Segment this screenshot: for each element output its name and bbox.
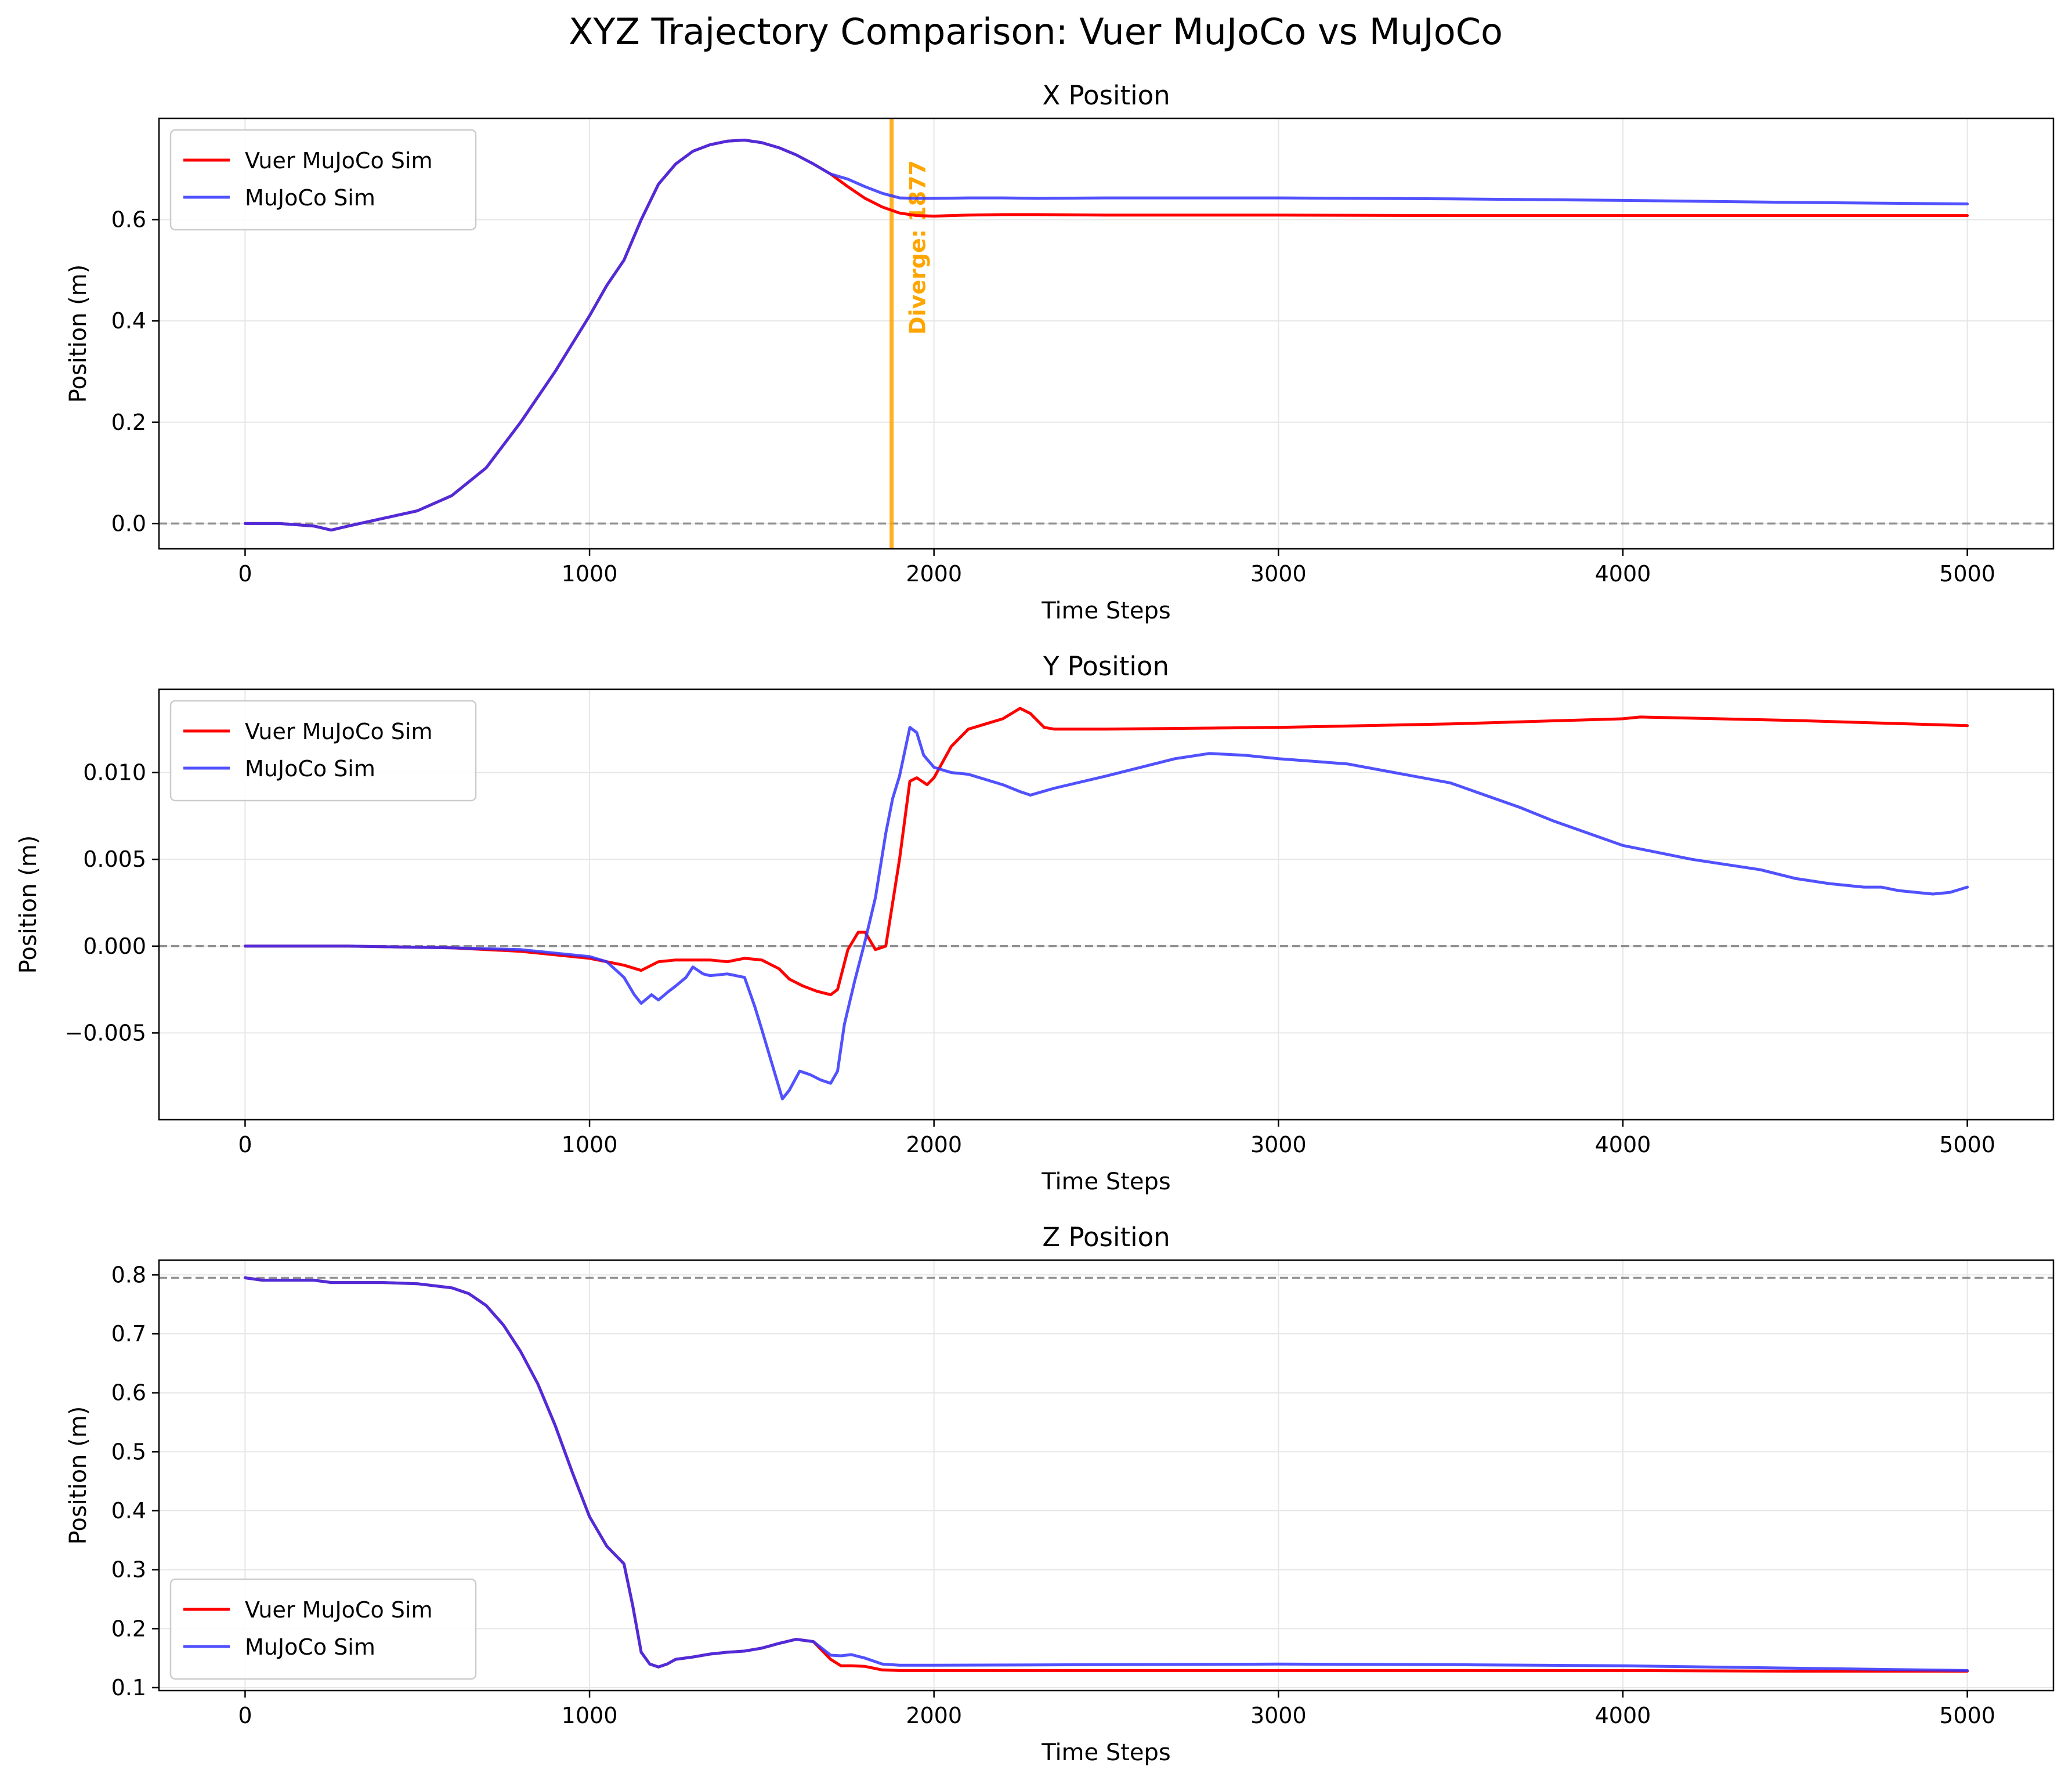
legend-entry: MuJoCo Sim (245, 1634, 375, 1660)
legend-entry: Vuer MuJoCo Sim (245, 1597, 432, 1623)
series-line-vuer-mujoco-sim (243, 707, 1969, 997)
diverge-label: Diverge: 1877 (905, 160, 931, 335)
chart-panel-2: 0 1000 2000 3000 4000 5000 0.1 0.2 0.3 0.4 0.5 0.6 0… (65, 1222, 2055, 1766)
legend: Vuer MuJoCo Sim MuJoCo Sim (169, 700, 477, 802)
x-tick-label: 0 (238, 561, 252, 587)
figure-title: XYZ Trajectory Comparison: Vuer MuJoCo v… (569, 10, 1503, 53)
x-tick-label: 1000 (562, 1703, 618, 1728)
x-tick-label: 1000 (562, 561, 618, 587)
y-axis-label: Position (m) (65, 1406, 92, 1545)
x-tick-label: 4000 (1595, 561, 1651, 587)
legend: Vuer MuJoCo Sim MuJoCo Sim (169, 1578, 477, 1680)
y-tick-label: 0.2 (111, 1616, 146, 1641)
chart-title: Z Position (1042, 1222, 1170, 1253)
x-tick-label: 3000 (1250, 1132, 1307, 1157)
x-tick-label: 2000 (906, 1132, 962, 1157)
x-axis-label: Time Steps (1041, 598, 1171, 624)
legend-box (169, 700, 477, 802)
legend-entry: Vuer MuJoCo Sim (245, 148, 432, 173)
x-tick-label: 4000 (1595, 1132, 1651, 1157)
legend-entry: Vuer MuJoCo Sim (245, 719, 432, 744)
y-tick-label: −0.005 (64, 1020, 146, 1045)
y-tick-label: 0.4 (111, 1498, 146, 1524)
charts-container: Diverge: 1877 0 1000 2000 3000 4000 5000 0.0 0.2… (15, 80, 2055, 1766)
chart-panel-1: 0 1000 2000 3000 4000 5000 −0.005 0.000 0.005 0.0… (15, 651, 2055, 1195)
x-tick-label: 2000 (906, 561, 962, 587)
y-tick-label: 0.005 (83, 846, 146, 872)
x-axis-label: Time Steps (1041, 1739, 1171, 1766)
series-line-mujoco-sim (243, 726, 1969, 1101)
legend-entry: MuJoCo Sim (245, 185, 375, 211)
x-tick-label: 0 (238, 1132, 252, 1157)
x-tick-label: 4000 (1595, 1703, 1651, 1728)
series-line-mujoco-sim (243, 139, 1969, 532)
y-tick-label: 0.8 (111, 1262, 146, 1287)
x-tick-label: 5000 (1939, 1703, 1995, 1728)
chart-title: Y Position (1043, 651, 1169, 682)
x-axis-label: Time Steps (1041, 1168, 1171, 1195)
y-tick-label: 0.6 (111, 207, 146, 233)
axes-frame (158, 688, 2055, 1121)
y-axis-label: Position (m) (15, 835, 42, 974)
x-tick-label: 5000 (1939, 561, 1995, 587)
x-tick-label: 5000 (1939, 1132, 1995, 1157)
series-line-mujoco-sim (243, 1276, 1969, 1672)
y-tick-label: 0.7 (111, 1321, 146, 1347)
chart-panel-0: Diverge: 1877 0 1000 2000 3000 4000 5000 0.0 0.2… (65, 80, 2055, 624)
legend-box (169, 129, 477, 231)
x-tick-label: 3000 (1250, 1703, 1307, 1728)
x-tick-label: 0 (238, 1703, 252, 1728)
y-tick-label: 0.2 (111, 410, 146, 435)
axes-frame (158, 117, 2055, 550)
x-tick-label: 2000 (906, 1703, 962, 1728)
y-tick-label: 0.4 (111, 308, 146, 334)
x-tick-label: 3000 (1250, 561, 1307, 587)
y-tick-label: 0.6 (111, 1380, 146, 1406)
axes-frame (158, 1259, 2055, 1692)
y-tick-label: 0.5 (111, 1439, 146, 1464)
y-tick-label: 0.3 (111, 1557, 146, 1583)
legend: Vuer MuJoCo Sim MuJoCo Sim (169, 129, 477, 231)
x-tick-label: 1000 (562, 1132, 618, 1157)
y-tick-label: 0.010 (83, 760, 146, 786)
y-tick-label: 0.1 (111, 1675, 146, 1700)
legend-entry: MuJoCo Sim (245, 756, 375, 781)
legend-box (169, 1578, 477, 1680)
y-tick-label: 0.000 (83, 933, 146, 959)
y-axis-label: Position (m) (65, 265, 92, 403)
chart-title: X Position (1042, 80, 1170, 111)
y-tick-label: 0.0 (111, 511, 146, 536)
